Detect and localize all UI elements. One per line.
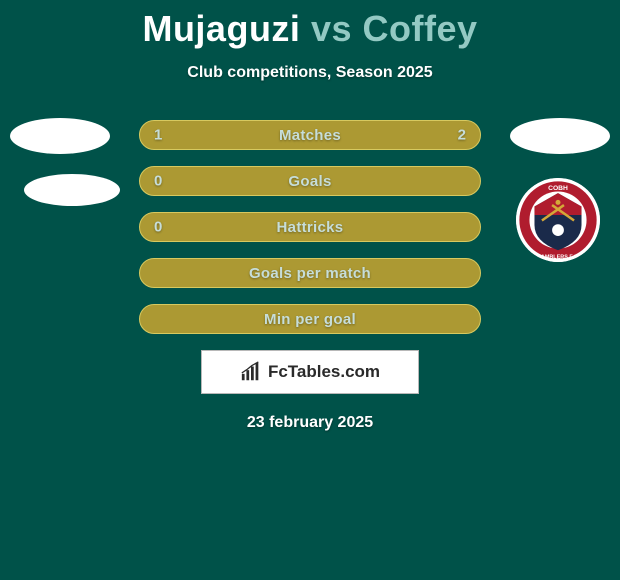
stat-row-min-per-goal: Min per goal: [139, 304, 481, 334]
stat-left-value: 0: [154, 173, 162, 190]
footer-date: 23 february 2025: [0, 414, 620, 432]
stat-label: Min per goal: [264, 311, 356, 328]
stat-right-value: 2: [458, 127, 466, 144]
subtitle: Club competitions, Season 2025: [0, 64, 620, 82]
player2-avatar-placeholder: [510, 118, 610, 154]
stat-label: Matches: [279, 127, 341, 144]
stat-label: Hattricks: [277, 219, 344, 236]
stat-row-matches: 1 Matches 2: [139, 120, 481, 150]
stat-label: Goals: [288, 173, 331, 190]
player1-avatar-placeholder: [10, 118, 110, 154]
stat-left-value: 1: [154, 127, 162, 144]
bar-chart-icon: [240, 361, 262, 383]
stat-row-hattricks: 0 Hattricks: [139, 212, 481, 242]
stat-row-goals-per-match: Goals per match: [139, 258, 481, 288]
stat-label: Goals per match: [249, 265, 371, 282]
brand-badge[interactable]: FcTables.com: [201, 350, 419, 394]
club-crest: COBH RAMBLERS F.C.: [516, 178, 600, 262]
page-title: Mujaguzi vs Coffey: [0, 0, 620, 50]
crest-svg: COBH RAMBLERS F.C.: [516, 178, 600, 262]
crest-top-text: COBH: [548, 185, 568, 192]
title-player2: Coffey: [363, 8, 478, 49]
brand-text: FcTables.com: [268, 362, 380, 382]
title-vs: vs: [311, 8, 352, 49]
player1-club-placeholder: [24, 174, 120, 206]
stat-left-value: 0: [154, 219, 162, 236]
title-player1: Mujaguzi: [142, 8, 300, 49]
stat-row-goals: 0 Goals: [139, 166, 481, 196]
